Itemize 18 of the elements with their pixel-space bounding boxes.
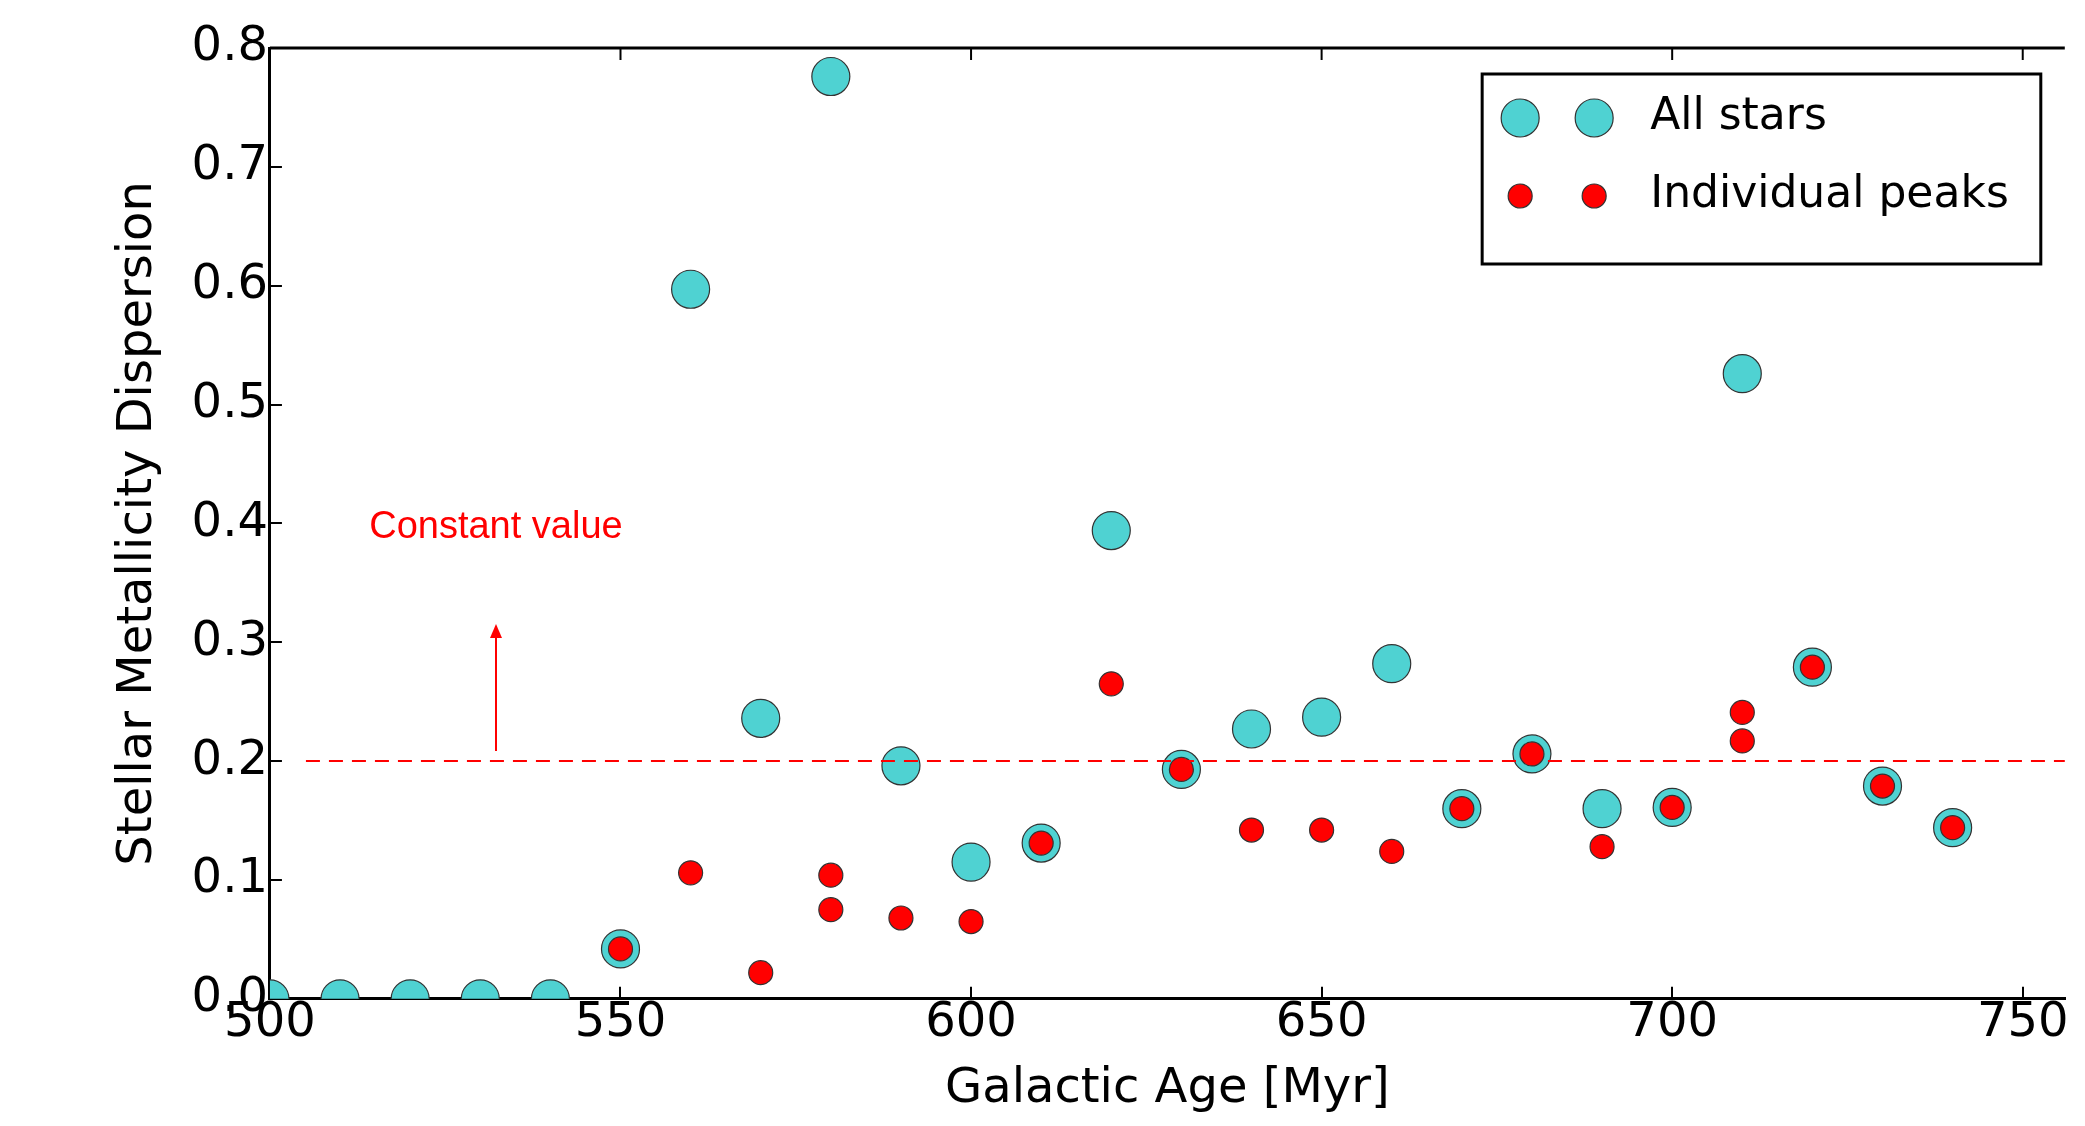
x-tick-label: 550 (574, 991, 667, 1048)
legend-label: All stars (1650, 88, 1827, 140)
x-axis-title: Galactic Age [Myr] (945, 1056, 1390, 1113)
y-tick-label: 0.5 (191, 372, 268, 429)
y-tick-label: 0.6 (191, 253, 268, 310)
x-tick-label: 650 (1275, 991, 1368, 1048)
x-tick-label: 700 (1626, 991, 1718, 1048)
y-tick-label: 0.1 (191, 847, 268, 904)
legend-label: Individual peaks (1650, 166, 2009, 218)
y-tick-label: 0.8 (191, 15, 268, 72)
y-tick-label: 0.4 (191, 490, 268, 547)
x-tick-label: 600 (925, 991, 1017, 1048)
x-tick-label: 750 (1976, 991, 2069, 1048)
y-tick-label: 0.3 (191, 609, 268, 666)
annotation: Constant value (369, 504, 623, 547)
y-tick-label: 0.2 (191, 728, 268, 785)
y-axis-title: Stellar Metallicity Dispersion (106, 181, 163, 866)
y-tick-label: 0.7 (191, 134, 268, 191)
